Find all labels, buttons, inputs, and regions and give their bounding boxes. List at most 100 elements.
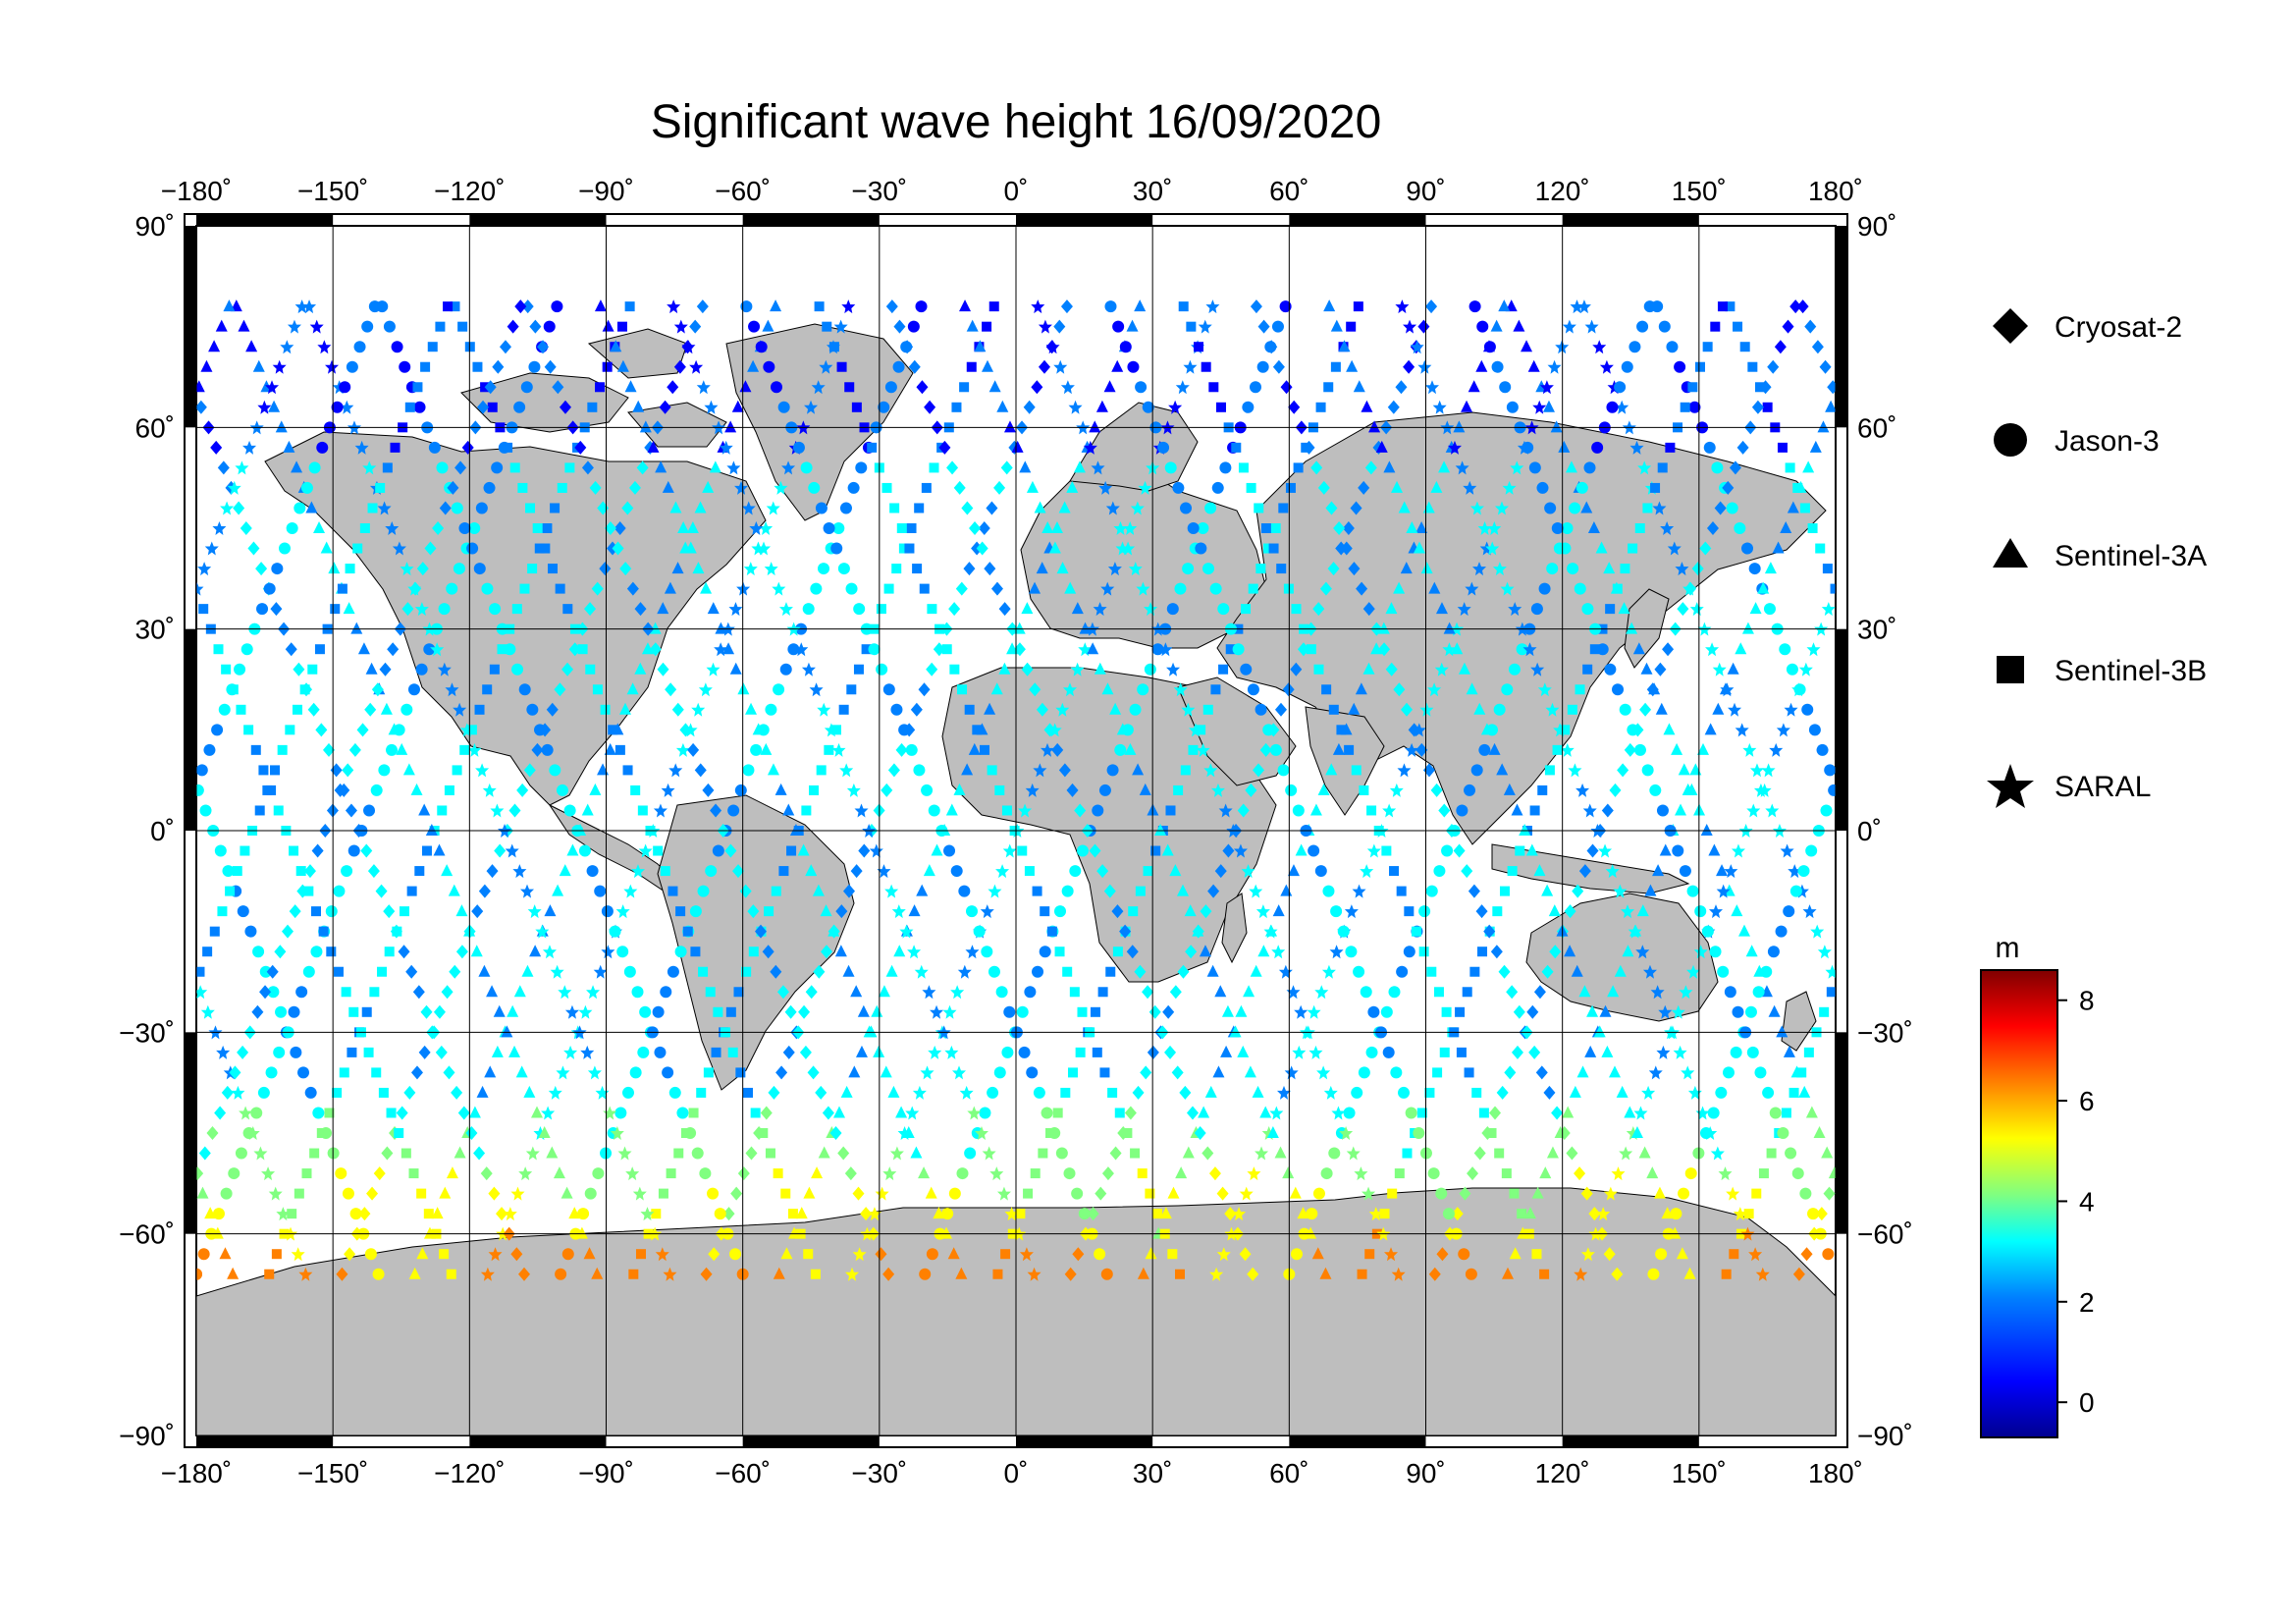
track-point <box>1653 1186 1666 1199</box>
track-point <box>677 521 690 533</box>
track-point <box>807 1065 820 1080</box>
track-point <box>1242 401 1255 413</box>
track-point <box>1533 985 1546 1000</box>
lon-tick-top: −180˚ <box>161 176 232 206</box>
north-america <box>264 431 767 806</box>
track-point <box>780 1188 791 1199</box>
track-point <box>1109 702 1122 715</box>
track-point <box>449 964 461 979</box>
track-point <box>760 742 773 755</box>
track-point <box>765 1148 775 1159</box>
track-point <box>1104 300 1117 313</box>
track-point <box>1657 462 1668 473</box>
track-point <box>252 946 265 958</box>
track-point <box>386 743 399 756</box>
track-point <box>1551 1106 1564 1120</box>
track-point <box>1268 543 1279 554</box>
track-point <box>1815 1207 1828 1221</box>
track-point <box>1661 1207 1674 1219</box>
track-point <box>910 1146 923 1159</box>
track-point <box>1516 643 1528 656</box>
legend-label-sentinel3a: Sentinel-3A <box>2055 540 2207 572</box>
track-point <box>822 321 832 332</box>
track-point <box>1204 502 1217 514</box>
track-point <box>1432 400 1447 414</box>
track-point <box>1312 1187 1325 1200</box>
track-point <box>1216 1247 1231 1262</box>
lat-tick-right: 30˚ <box>1857 615 1896 645</box>
track-point <box>1031 299 1045 314</box>
track-point <box>1067 1067 1078 1078</box>
track-point <box>1721 1269 1732 1279</box>
track-point <box>586 985 601 1000</box>
track-point <box>1210 684 1221 695</box>
track-point <box>227 1267 240 1279</box>
track-point <box>1789 1087 1799 1098</box>
track-point <box>1443 622 1456 634</box>
track-point <box>1177 964 1190 979</box>
track-point <box>1309 803 1322 816</box>
track-point <box>1483 341 1496 353</box>
track-point <box>1798 1085 1811 1098</box>
track-point <box>1587 521 1600 533</box>
track-point <box>684 1127 697 1139</box>
track-point <box>882 683 895 696</box>
track-point <box>1430 480 1443 493</box>
track-point <box>435 321 446 332</box>
track-point <box>918 682 931 697</box>
track-point <box>251 1004 264 1019</box>
track-point <box>728 602 743 617</box>
track-point <box>1235 1004 1248 1017</box>
track-point <box>1177 884 1190 896</box>
track-point <box>1734 522 1746 534</box>
track-point <box>779 663 792 676</box>
track-point <box>1794 480 1807 493</box>
track-point <box>624 380 637 393</box>
track-point <box>466 725 477 735</box>
track-point <box>476 1085 489 1098</box>
lon-tick-top: 30˚ <box>1133 176 1172 206</box>
track-point <box>1560 725 1571 735</box>
track-point <box>1605 604 1616 615</box>
track-point <box>252 359 265 372</box>
track-point <box>809 784 820 795</box>
track-point <box>1247 683 1259 696</box>
track-point <box>243 725 254 735</box>
track-point <box>196 784 204 796</box>
track-point <box>1405 742 1419 757</box>
track-point <box>204 541 219 556</box>
track-point <box>905 1106 920 1120</box>
track-point <box>748 947 759 957</box>
track-point <box>390 442 400 453</box>
track-point <box>1799 1187 1812 1200</box>
frame-bar-bottom <box>196 1435 334 1447</box>
track-point <box>1217 603 1230 616</box>
track-point <box>304 1086 317 1099</box>
frame-outline <box>184 213 1848 1448</box>
track-point <box>1483 924 1496 939</box>
track-point <box>1393 682 1406 697</box>
track-point <box>1761 763 1776 778</box>
track-point <box>880 1065 892 1078</box>
track-point <box>594 885 607 897</box>
track-point <box>907 320 920 333</box>
track-point <box>987 765 997 776</box>
track-point <box>423 643 436 656</box>
track-point <box>1671 742 1683 755</box>
track-point <box>1201 1146 1214 1161</box>
track-point <box>484 380 497 395</box>
track-point <box>1727 662 1739 675</box>
track-point <box>1496 1085 1509 1100</box>
track-point <box>1079 622 1092 634</box>
track-point <box>1658 320 1671 333</box>
track-point <box>1056 562 1069 574</box>
track-point <box>1353 301 1363 312</box>
track-point <box>706 662 721 676</box>
track-point <box>1003 1005 1016 1018</box>
track-point <box>959 1085 974 1100</box>
track-point <box>673 1148 684 1159</box>
track-point <box>1671 1004 1685 1019</box>
track-point <box>636 460 649 475</box>
track-point <box>1808 724 1821 736</box>
track-point <box>1050 521 1063 533</box>
